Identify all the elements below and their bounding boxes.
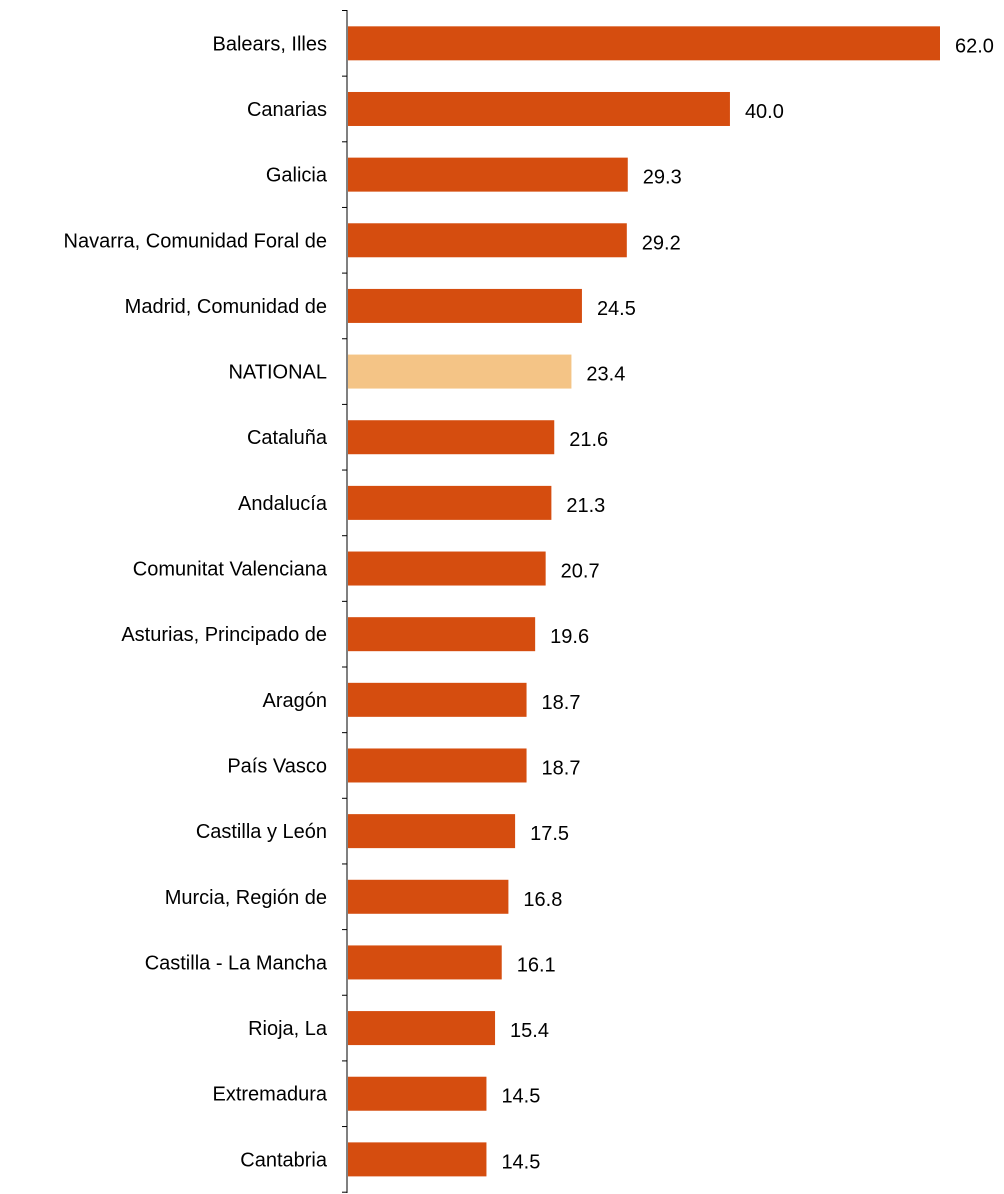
bar	[348, 1076, 487, 1111]
value-label: 16.8	[523, 889, 562, 911]
bar	[348, 617, 536, 652]
category-label: Aragón	[263, 690, 328, 712]
value-label: 17.5	[530, 823, 569, 845]
bar	[348, 748, 527, 783]
value-label: 23.4	[586, 364, 625, 386]
category-label: NATIONAL	[228, 362, 327, 384]
value-label: 19.6	[550, 626, 589, 648]
value-label: 62.0	[955, 35, 994, 57]
category-label: Comunitat Valenciana	[133, 559, 328, 581]
category-label: Castilla - La Mancha	[145, 952, 328, 974]
value-label: 18.7	[542, 692, 581, 714]
bar	[348, 1011, 496, 1046]
category-label: Cataluña	[247, 427, 328, 449]
bar-national	[348, 354, 572, 389]
category-label: Balears, Illes	[213, 33, 328, 55]
bar	[348, 945, 502, 980]
value-label: 16.1	[517, 954, 556, 976]
bar	[348, 879, 509, 914]
value-labels: 62.0 40.0 29.3 29.2 24.5 23.4 21.6 21.3 20.7 19.6…	[501, 35, 993, 1173]
category-label: Navarra, Comunidad Foral de	[64, 230, 327, 252]
bar	[348, 485, 552, 520]
bar	[348, 91, 730, 126]
value-label: 20.7	[561, 561, 600, 583]
bars-group	[348, 26, 940, 1177]
value-label: 40.0	[745, 101, 784, 123]
value-label: 21.3	[566, 495, 605, 517]
category-label: Canarias	[247, 99, 327, 121]
bar	[348, 157, 628, 192]
category-label: Rioja, La	[248, 1018, 328, 1040]
value-label: 29.3	[643, 167, 682, 189]
bar	[348, 288, 582, 323]
category-label: Galicia	[266, 165, 328, 187]
value-label: 15.4	[510, 1020, 549, 1042]
bar	[348, 1142, 487, 1177]
bar	[348, 223, 627, 258]
category-label: Castilla y León	[196, 821, 327, 843]
category-label: Extremadura	[213, 1084, 328, 1106]
category-label: Asturias, Principado de	[121, 624, 327, 646]
category-label: País Vasco	[227, 755, 327, 777]
value-label: 18.7	[542, 757, 581, 779]
category-label: Madrid, Comunidad de	[125, 296, 327, 318]
value-label: 24.5	[597, 298, 636, 320]
category-label: Murcia, Región de	[165, 887, 327, 909]
bar	[348, 682, 527, 717]
bar	[348, 26, 940, 61]
value-label: 21.6	[569, 429, 608, 451]
bar	[348, 420, 555, 455]
category-label: Andalucía	[238, 493, 328, 515]
value-label: 14.5	[501, 1086, 540, 1108]
value-label: 29.2	[642, 232, 681, 254]
category-axis	[342, 10, 348, 1193]
bar	[348, 551, 546, 586]
category-label: Cantabria	[240, 1149, 328, 1171]
value-label: 14.5	[501, 1151, 540, 1173]
category-labels: Balears, Illes Canarias Galicia Navarra, Co…	[64, 33, 328, 1171]
bar	[348, 814, 516, 849]
